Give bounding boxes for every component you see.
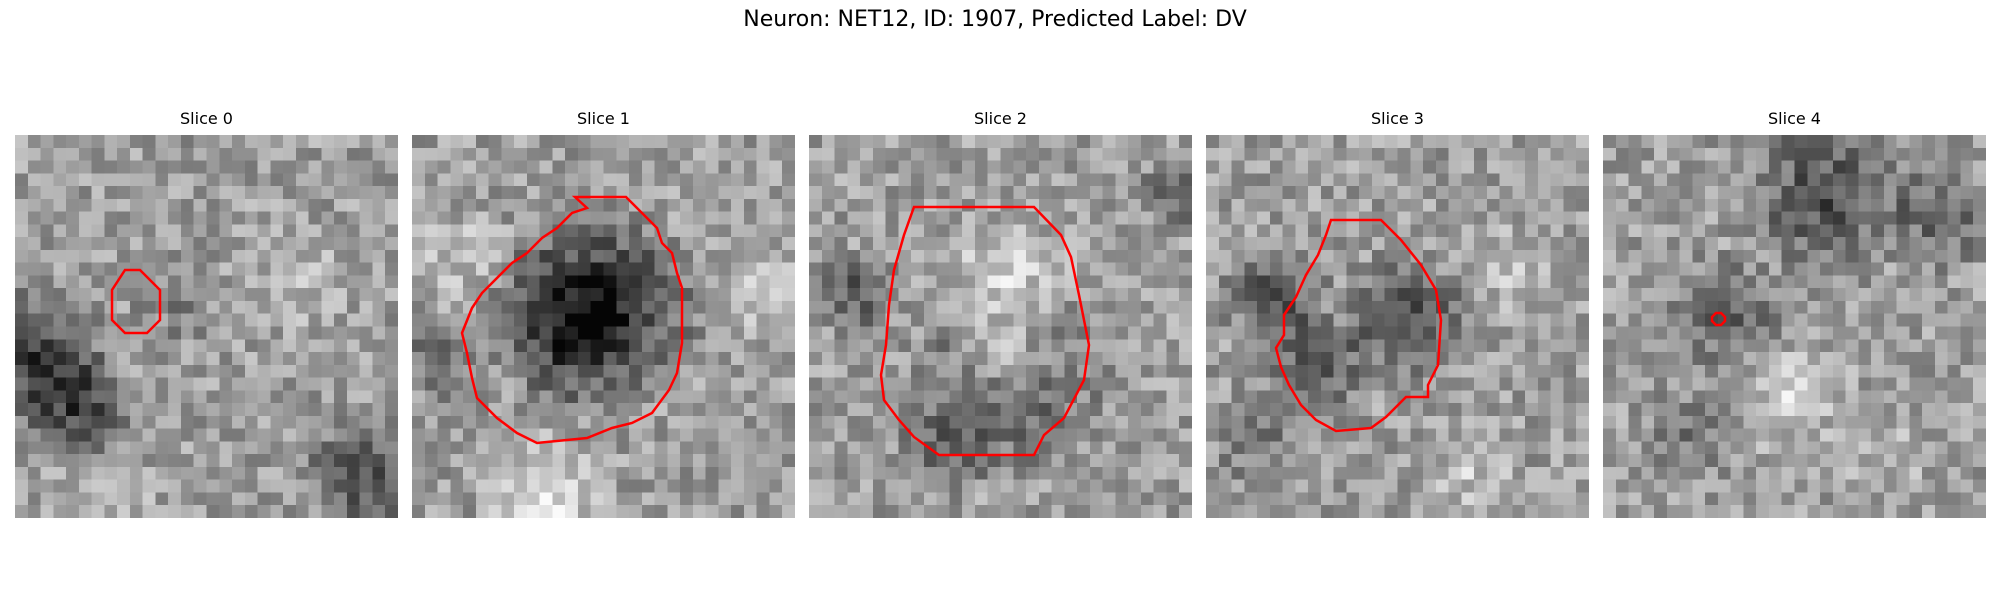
slice-3-contour-layer bbox=[1274, 218, 1443, 433]
slice-0-contour-layer bbox=[110, 268, 162, 335]
slice-4-panel bbox=[1603, 135, 1986, 518]
slice-1-image bbox=[412, 135, 795, 518]
slice-3-title: Slice 3 bbox=[1371, 109, 1424, 128]
slice-2-panel bbox=[809, 135, 1192, 518]
slice-2-contour bbox=[879, 205, 1091, 457]
slice-4-title: Slice 4 bbox=[1768, 109, 1821, 128]
slice-3-image bbox=[1206, 135, 1589, 518]
slice-4-contour bbox=[1710, 311, 1727, 327]
slice-4-image bbox=[1603, 135, 1986, 518]
slice-0-title: Slice 0 bbox=[180, 109, 233, 128]
slice-1-contour bbox=[460, 195, 684, 445]
slice-3-contour bbox=[1274, 218, 1443, 433]
slice-1-title: Slice 1 bbox=[577, 109, 630, 128]
slice-1-contour-layer bbox=[460, 195, 684, 445]
slice-3-panel bbox=[1206, 135, 1589, 518]
slice-0-panel bbox=[15, 135, 398, 518]
slice-0-image bbox=[15, 135, 398, 518]
slice-1-panel bbox=[412, 135, 795, 518]
page-title: Neuron: NET12, ID: 1907, Predicted Label… bbox=[743, 7, 1247, 32]
slice-4-contour-layer bbox=[1710, 311, 1727, 327]
slice-0-contour bbox=[110, 268, 162, 335]
slice-2-contour-layer bbox=[879, 205, 1091, 457]
slice-2-title: Slice 2 bbox=[974, 109, 1027, 128]
